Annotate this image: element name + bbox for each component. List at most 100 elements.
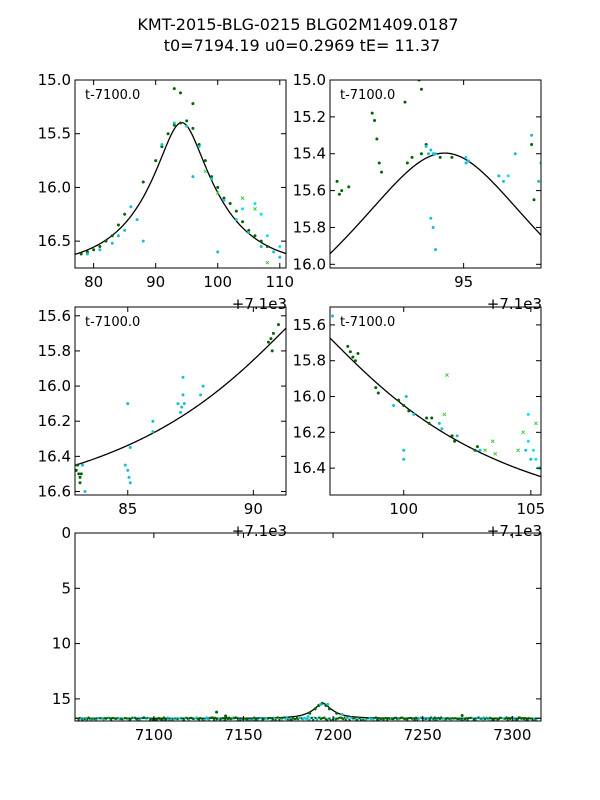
data-point [259, 239, 263, 243]
baseline-data-point [139, 718, 142, 721]
baseline-data-point [525, 718, 528, 721]
data-point [75, 468, 78, 472]
baseline-data-point [461, 718, 464, 721]
baseline-data-point [382, 718, 385, 721]
baseline-data-point [126, 717, 129, 720]
data-point [402, 403, 406, 407]
data-point [483, 448, 487, 453]
data-point [412, 412, 416, 416]
data-point [185, 124, 189, 128]
baseline-data-point [218, 717, 221, 720]
baseline-data-point [395, 716, 398, 719]
baseline-data-point [154, 718, 157, 721]
baseline-data-point [337, 717, 340, 720]
baseline-data-point [124, 717, 127, 720]
baseline-data-point [491, 718, 494, 721]
baseline-data-point [110, 718, 113, 721]
baseline-data-point [146, 717, 149, 720]
data-point [265, 234, 269, 238]
y-tick-label: 15.6 [293, 182, 326, 200]
data-point [180, 405, 184, 409]
data-point [222, 198, 226, 202]
data-point [116, 234, 120, 238]
data-point [85, 252, 89, 256]
baseline-data-point [471, 717, 474, 720]
baseline-data-point [147, 717, 150, 720]
data-point [182, 402, 186, 406]
baseline-data-point [141, 717, 144, 720]
data-point [85, 250, 89, 254]
baseline-data-point [309, 716, 312, 719]
baseline-data-point [397, 718, 400, 721]
baseline-data-point [527, 717, 530, 720]
panel-label: t-7100.0 [85, 315, 140, 330]
baseline-data-point [320, 717, 323, 720]
baseline-data-point [116, 717, 119, 720]
baseline-data-point [77, 718, 80, 721]
baseline-data-point [466, 718, 469, 721]
baseline-data-point [289, 718, 292, 721]
data-point [478, 448, 482, 452]
baseline-data-point [451, 717, 454, 720]
baseline-data-point [215, 718, 218, 721]
data-point [431, 225, 435, 229]
data-point [530, 143, 534, 147]
data-point [79, 472, 83, 476]
data-point [450, 155, 454, 159]
data-point [247, 231, 251, 235]
baseline-data-point [327, 717, 330, 720]
baseline-data-point [186, 717, 189, 720]
baseline-data-point [446, 717, 449, 720]
baseline-data-point [484, 718, 487, 721]
baseline-data-point [225, 716, 228, 719]
y-tick-label: 16.0 [293, 388, 326, 406]
y-tick-label: 15.8 [293, 352, 326, 370]
baseline-data-point [205, 716, 208, 719]
baseline-data-point [191, 717, 194, 720]
baseline-data-point [155, 719, 158, 721]
baseline-data-point [438, 717, 441, 720]
baseline-data-point [86, 718, 89, 721]
baseline-data-point [299, 716, 302, 719]
baseline-data-point [499, 716, 502, 719]
y-tick-label: 16.5 [38, 232, 71, 250]
baseline-data-point [171, 718, 174, 721]
series-light-cyan [241, 202, 282, 249]
baseline-data-point [317, 717, 320, 720]
baseline-data-point [108, 717, 111, 720]
data-point [104, 239, 108, 243]
data-point [313, 707, 317, 711]
baseline-data-point [164, 718, 167, 721]
plot-area [330, 80, 541, 255]
data-point [537, 179, 541, 183]
data-point [506, 174, 510, 178]
x-tick-label: 95 [454, 273, 473, 291]
baseline-data-point [283, 716, 286, 719]
baseline-data-point [304, 717, 307, 720]
baseline-data-point [273, 716, 276, 719]
baseline-data-point [392, 718, 395, 721]
baseline-data-point [245, 718, 248, 721]
baseline-data-point [255, 718, 258, 721]
subplot-3: 85 90 15.6 15.8 16.0 16.2 16.4 16.6 t-7100.0 +7.1… [38, 306, 287, 540]
baseline-data-point [417, 718, 420, 721]
baseline-data-point [490, 719, 493, 721]
baseline-data-point [489, 716, 492, 719]
baseline-data-point [420, 716, 423, 719]
series-light-green [203, 169, 270, 265]
baseline-data-point [307, 718, 310, 721]
x-tick-label: 7300 [493, 726, 531, 744]
baseline-data-point [477, 716, 480, 719]
data-point [347, 185, 351, 189]
data-point [166, 132, 170, 136]
data-point [253, 234, 257, 238]
baseline-data-point [189, 716, 192, 719]
baseline-data-point [216, 717, 219, 720]
data-point [431, 152, 435, 156]
baseline-data-point [422, 718, 425, 721]
data-point [222, 196, 226, 200]
baseline-data-point [378, 718, 381, 721]
baseline-data-point [469, 717, 472, 720]
baseline-data-point [389, 717, 392, 720]
data-point [340, 712, 344, 716]
